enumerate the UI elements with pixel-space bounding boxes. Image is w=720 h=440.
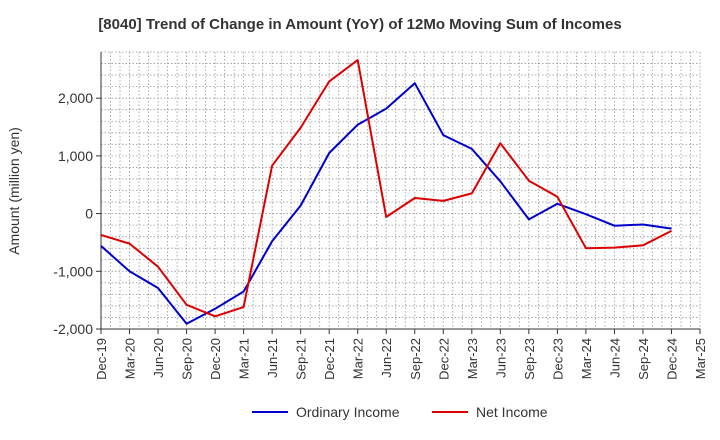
x-tick-label: Mar-24 <box>579 338 594 379</box>
x-tick-label: Mar-20 <box>123 338 138 379</box>
y-tick-label: 1,000 <box>58 148 93 164</box>
x-tick-label: Jun-20 <box>151 338 166 378</box>
x-tick-label: Mar-22 <box>351 338 366 379</box>
x-tick-label: Dec-24 <box>664 338 679 380</box>
x-tick-label: Jun-22 <box>379 338 394 378</box>
x-tick-label: Sep-22 <box>408 338 423 380</box>
x-tick-label: Sep-21 <box>294 338 309 380</box>
legend-item-net-income: Net Income <box>432 404 548 420</box>
legend-swatch-net-income <box>432 411 468 413</box>
x-tick-label: Dec-20 <box>208 338 223 380</box>
legend-label-ordinary-income: Ordinary Income <box>296 404 400 420</box>
x-tick-label: Sep-24 <box>636 338 651 380</box>
legend: Ordinary Income Net Income <box>0 404 720 426</box>
series-layer <box>100 59 672 325</box>
x-tick-label: Jun-21 <box>265 338 280 378</box>
y-tick-label: 2,000 <box>58 90 93 106</box>
x-tick-label: Sep-20 <box>180 338 195 380</box>
axis-layer: -2,000 -1,000 0 1,000 2,000 Dec-19 Mar-20 Jun-2… <box>53 52 708 380</box>
y-tick-label: -1,000 <box>53 263 93 279</box>
y-tick-label: 0 <box>85 206 93 222</box>
x-tick-label: Dec-23 <box>550 338 565 380</box>
grid-layer <box>100 51 701 330</box>
legend-label-net-income: Net Income <box>476 404 548 420</box>
x-tick-label: Dec-21 <box>322 338 337 380</box>
x-tick-label: Jun-23 <box>493 338 508 378</box>
x-tick-label: Mar-25 <box>693 338 708 379</box>
x-tick-label: Dec-22 <box>436 338 451 380</box>
legend-item-ordinary-income: Ordinary Income <box>252 404 399 420</box>
x-tick-label: Dec-19 <box>94 338 109 380</box>
series-line-net-income <box>100 59 672 318</box>
chart-title: [8040] Trend of Change in Amount (YoY) o… <box>98 16 622 33</box>
x-tick-label: Mar-21 <box>237 338 252 379</box>
x-tick-label: Jun-24 <box>607 338 622 378</box>
x-tick-label: Mar-23 <box>465 338 480 379</box>
y-axis-label: Amount (million yen) <box>6 127 22 255</box>
legend-swatch-ordinary-income <box>252 411 288 413</box>
x-tick-label: Sep-23 <box>522 338 537 380</box>
series-line-ordinary-income <box>100 82 672 325</box>
plot-area <box>101 52 700 329</box>
y-tick-label: -2,000 <box>53 321 93 337</box>
